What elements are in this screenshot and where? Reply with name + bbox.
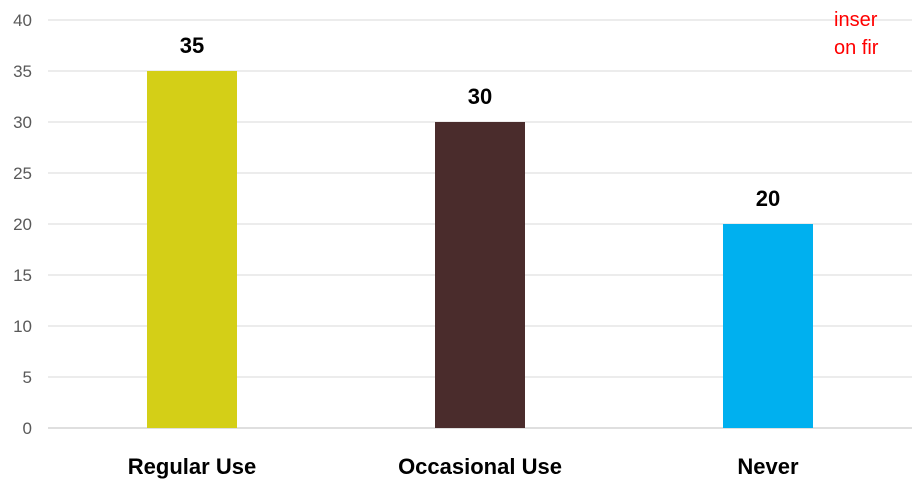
overlay-note-line-1: inser — [834, 9, 878, 31]
overlay-note: inser on fir — [834, 6, 914, 62]
bar-occasional-use — [435, 122, 525, 428]
y-tick-label: 25 — [13, 164, 32, 183]
data-label: 30 — [468, 84, 492, 109]
y-tick-label: 15 — [13, 266, 32, 285]
y-tick-label: 10 — [13, 317, 32, 336]
overlay-note-line-2: on fir — [834, 37, 879, 59]
data-label: 20 — [756, 186, 780, 211]
bar-never — [723, 224, 813, 428]
x-category-label: Never — [737, 454, 799, 479]
x-category-label: Occasional Use — [398, 454, 562, 479]
y-tick-label: 35 — [13, 62, 32, 81]
y-tick-label: 5 — [23, 368, 32, 387]
y-tick-label: 30 — [13, 113, 32, 132]
y-tick-label: 20 — [13, 215, 32, 234]
y-tick-label: 40 — [13, 11, 32, 30]
x-category-label: Regular Use — [128, 454, 256, 479]
bar-regular-use — [147, 71, 237, 428]
data-label: 35 — [180, 33, 204, 58]
y-tick-label: 0 — [23, 419, 32, 438]
